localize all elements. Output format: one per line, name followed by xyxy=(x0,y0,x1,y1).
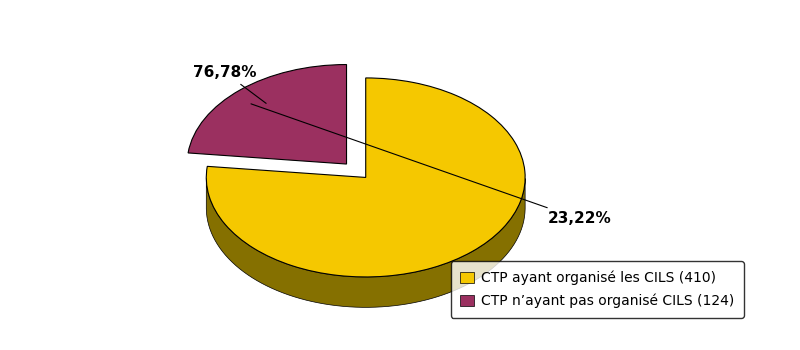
Wedge shape xyxy=(206,78,525,277)
Text: 76,78%: 76,78% xyxy=(193,65,266,103)
Wedge shape xyxy=(188,64,346,164)
Polygon shape xyxy=(206,178,525,307)
Legend: CTP ayant organisé les CILS (410), CTP n’ayant pas organisé CILS (124): CTP ayant organisé les CILS (410), CTP n… xyxy=(450,261,744,318)
Text: 23,22%: 23,22% xyxy=(251,104,611,226)
